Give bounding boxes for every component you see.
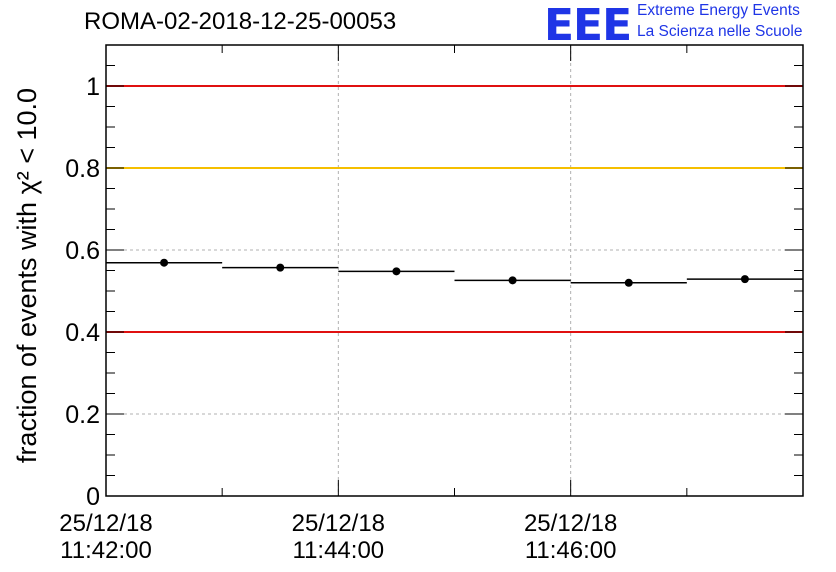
x-tick-label-date: 25/12/18 <box>524 510 617 537</box>
logo-text-line-2: La Scienza nelle Scuole <box>637 23 803 40</box>
y-tick-label: 0.8 <box>65 155 100 183</box>
x-tick-label-time: 11:44:00 <box>293 537 385 564</box>
x-tick-label-time: 11:42:00 <box>60 537 152 564</box>
data-point <box>624 278 633 287</box>
chart-title: ROMA-02-2018-12-25-00053 <box>84 8 397 35</box>
y-tick-label: 0 <box>86 483 100 511</box>
x-tick-label-date: 25/12/18 <box>59 510 152 537</box>
y-tick-label: 0.6 <box>65 237 100 265</box>
y-axis-label: fraction of events with χ² < 10.0 <box>12 88 42 463</box>
logo-text-line-1: Extreme Energy Events <box>637 2 800 19</box>
x-tick-label-time: 11:46:00 <box>525 537 617 564</box>
y-tick-label: 0.2 <box>65 401 100 429</box>
data-point <box>740 275 749 284</box>
y-tick-label: 0.4 <box>65 319 100 347</box>
data-point <box>276 263 285 272</box>
eee-logo-mark: EEE <box>544 0 632 51</box>
y-tick-label: 1 <box>86 73 100 101</box>
data-point <box>508 276 517 285</box>
data-point <box>392 267 401 276</box>
data-point <box>160 258 169 267</box>
x-tick-label-date: 25/12/18 <box>292 510 385 537</box>
plot-frame <box>105 44 804 497</box>
